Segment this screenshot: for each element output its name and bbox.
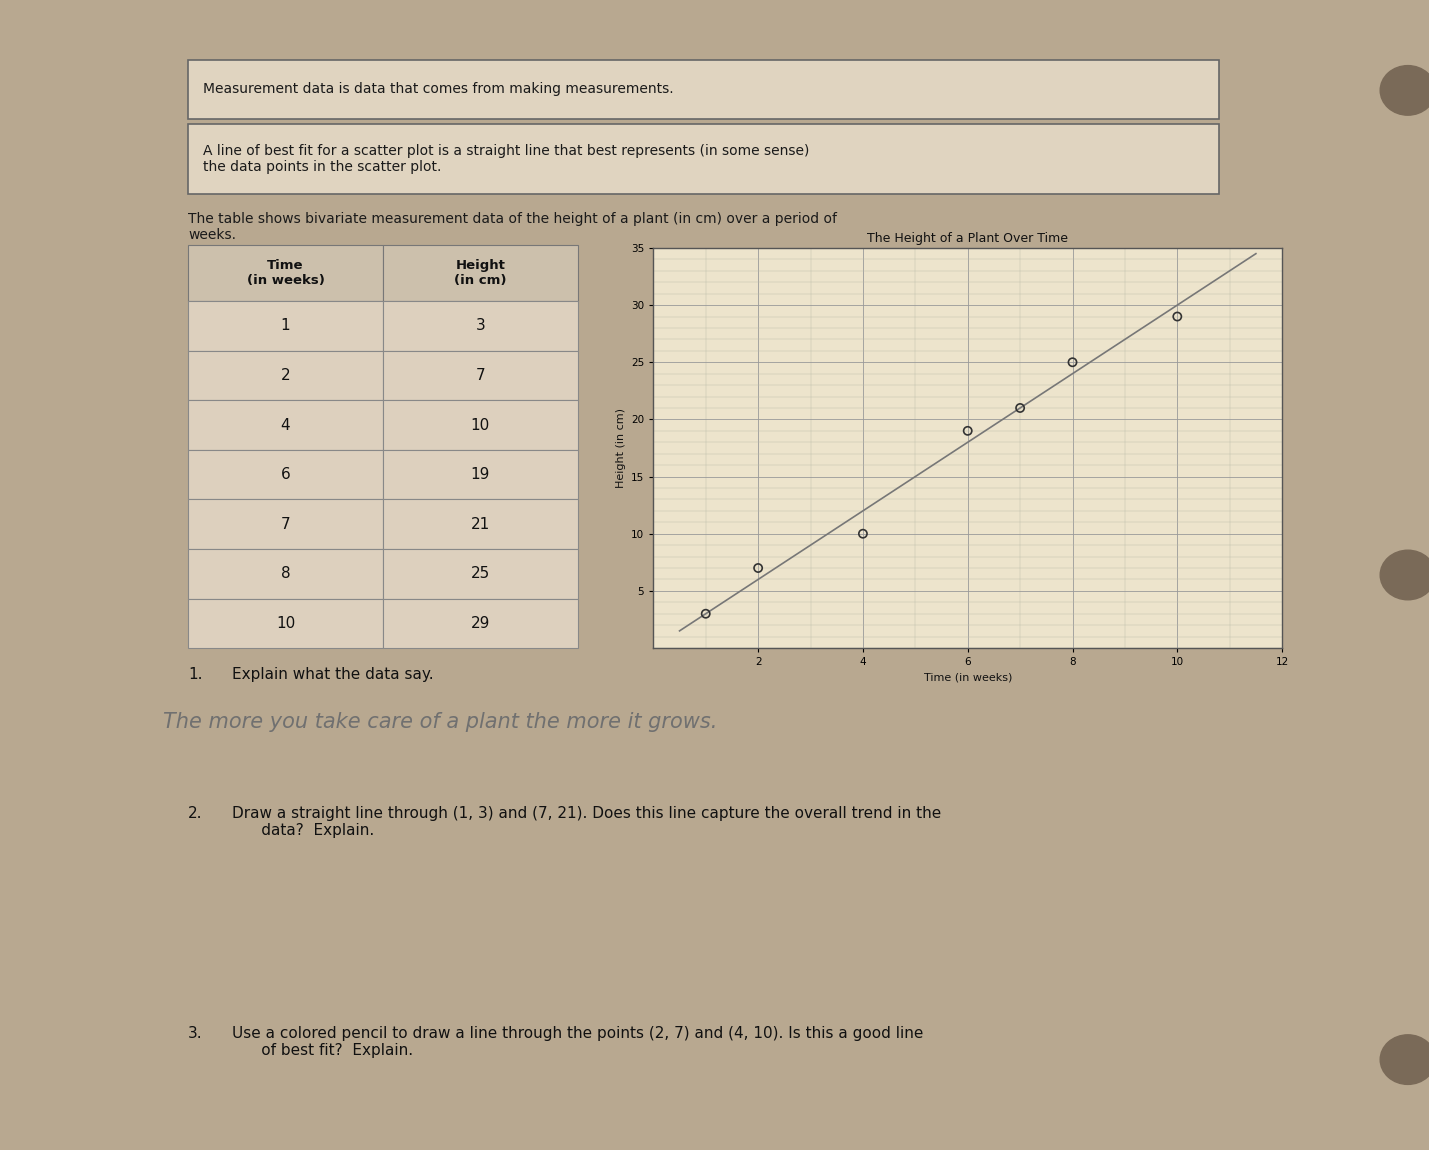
Text: 7: 7: [476, 368, 486, 383]
Text: Use a colored pencil to draw a line through the points (2, 7) and (4, 10). Is th: Use a colored pencil to draw a line thro…: [231, 1026, 923, 1058]
X-axis label: Time (in weeks): Time (in weeks): [923, 673, 1012, 683]
FancyBboxPatch shape: [383, 549, 577, 599]
Point: [747, 559, 770, 577]
Text: 10: 10: [470, 417, 490, 432]
Text: 8: 8: [280, 566, 290, 582]
Text: 25: 25: [470, 566, 490, 582]
Text: 1: 1: [280, 319, 290, 333]
Point: [956, 422, 979, 440]
Point: [852, 524, 875, 543]
Title: The Height of a Plant Over Time: The Height of a Plant Over Time: [867, 232, 1069, 245]
FancyBboxPatch shape: [383, 301, 577, 351]
Text: Measurement data is data that comes from making measurements.: Measurement data is data that comes from…: [203, 83, 673, 97]
FancyBboxPatch shape: [189, 450, 383, 499]
Circle shape: [1380, 550, 1429, 600]
Point: [1062, 353, 1085, 371]
Text: 2.: 2.: [189, 806, 203, 821]
FancyBboxPatch shape: [189, 499, 383, 549]
Text: 29: 29: [470, 616, 490, 631]
Text: A line of best fit for a scatter plot is a straight line that best represents (i: A line of best fit for a scatter plot is…: [203, 144, 809, 175]
FancyBboxPatch shape: [383, 450, 577, 499]
Text: 21: 21: [470, 516, 490, 531]
FancyBboxPatch shape: [383, 499, 577, 549]
Text: 19: 19: [470, 467, 490, 482]
Point: [694, 605, 717, 623]
Text: 3: 3: [476, 319, 486, 333]
Text: Time
(in weeks): Time (in weeks): [247, 259, 324, 288]
FancyBboxPatch shape: [189, 599, 383, 649]
Text: 3.: 3.: [189, 1026, 203, 1041]
FancyBboxPatch shape: [189, 549, 383, 599]
Circle shape: [1380, 66, 1429, 115]
Text: Explain what the data say.: Explain what the data say.: [231, 667, 433, 682]
Text: 2: 2: [280, 368, 290, 383]
Text: 1.: 1.: [189, 667, 203, 682]
Text: Height
(in cm): Height (in cm): [454, 259, 507, 288]
FancyBboxPatch shape: [189, 124, 1219, 194]
FancyBboxPatch shape: [383, 245, 577, 301]
FancyBboxPatch shape: [189, 301, 383, 351]
FancyBboxPatch shape: [383, 400, 577, 450]
Y-axis label: Height (in cm): Height (in cm): [616, 408, 626, 488]
Text: 4: 4: [280, 417, 290, 432]
FancyBboxPatch shape: [189, 400, 383, 450]
FancyBboxPatch shape: [189, 60, 1219, 118]
Point: [1166, 307, 1189, 325]
Text: The more you take care of a plant the more it grows.: The more you take care of a plant the mo…: [163, 713, 717, 733]
Text: The table shows bivariate measurement data of the height of a plant (in cm) over: The table shows bivariate measurement da…: [189, 212, 837, 243]
Text: 7: 7: [280, 516, 290, 531]
FancyBboxPatch shape: [189, 351, 383, 400]
FancyBboxPatch shape: [189, 245, 383, 301]
FancyBboxPatch shape: [383, 351, 577, 400]
Text: Draw a straight line through (1, 3) and (7, 21). Does this line capture the over: Draw a straight line through (1, 3) and …: [231, 806, 942, 838]
FancyBboxPatch shape: [383, 599, 577, 649]
Text: 10: 10: [276, 616, 296, 631]
Circle shape: [1380, 1035, 1429, 1084]
Point: [1009, 399, 1032, 417]
Text: 6: 6: [280, 467, 290, 482]
